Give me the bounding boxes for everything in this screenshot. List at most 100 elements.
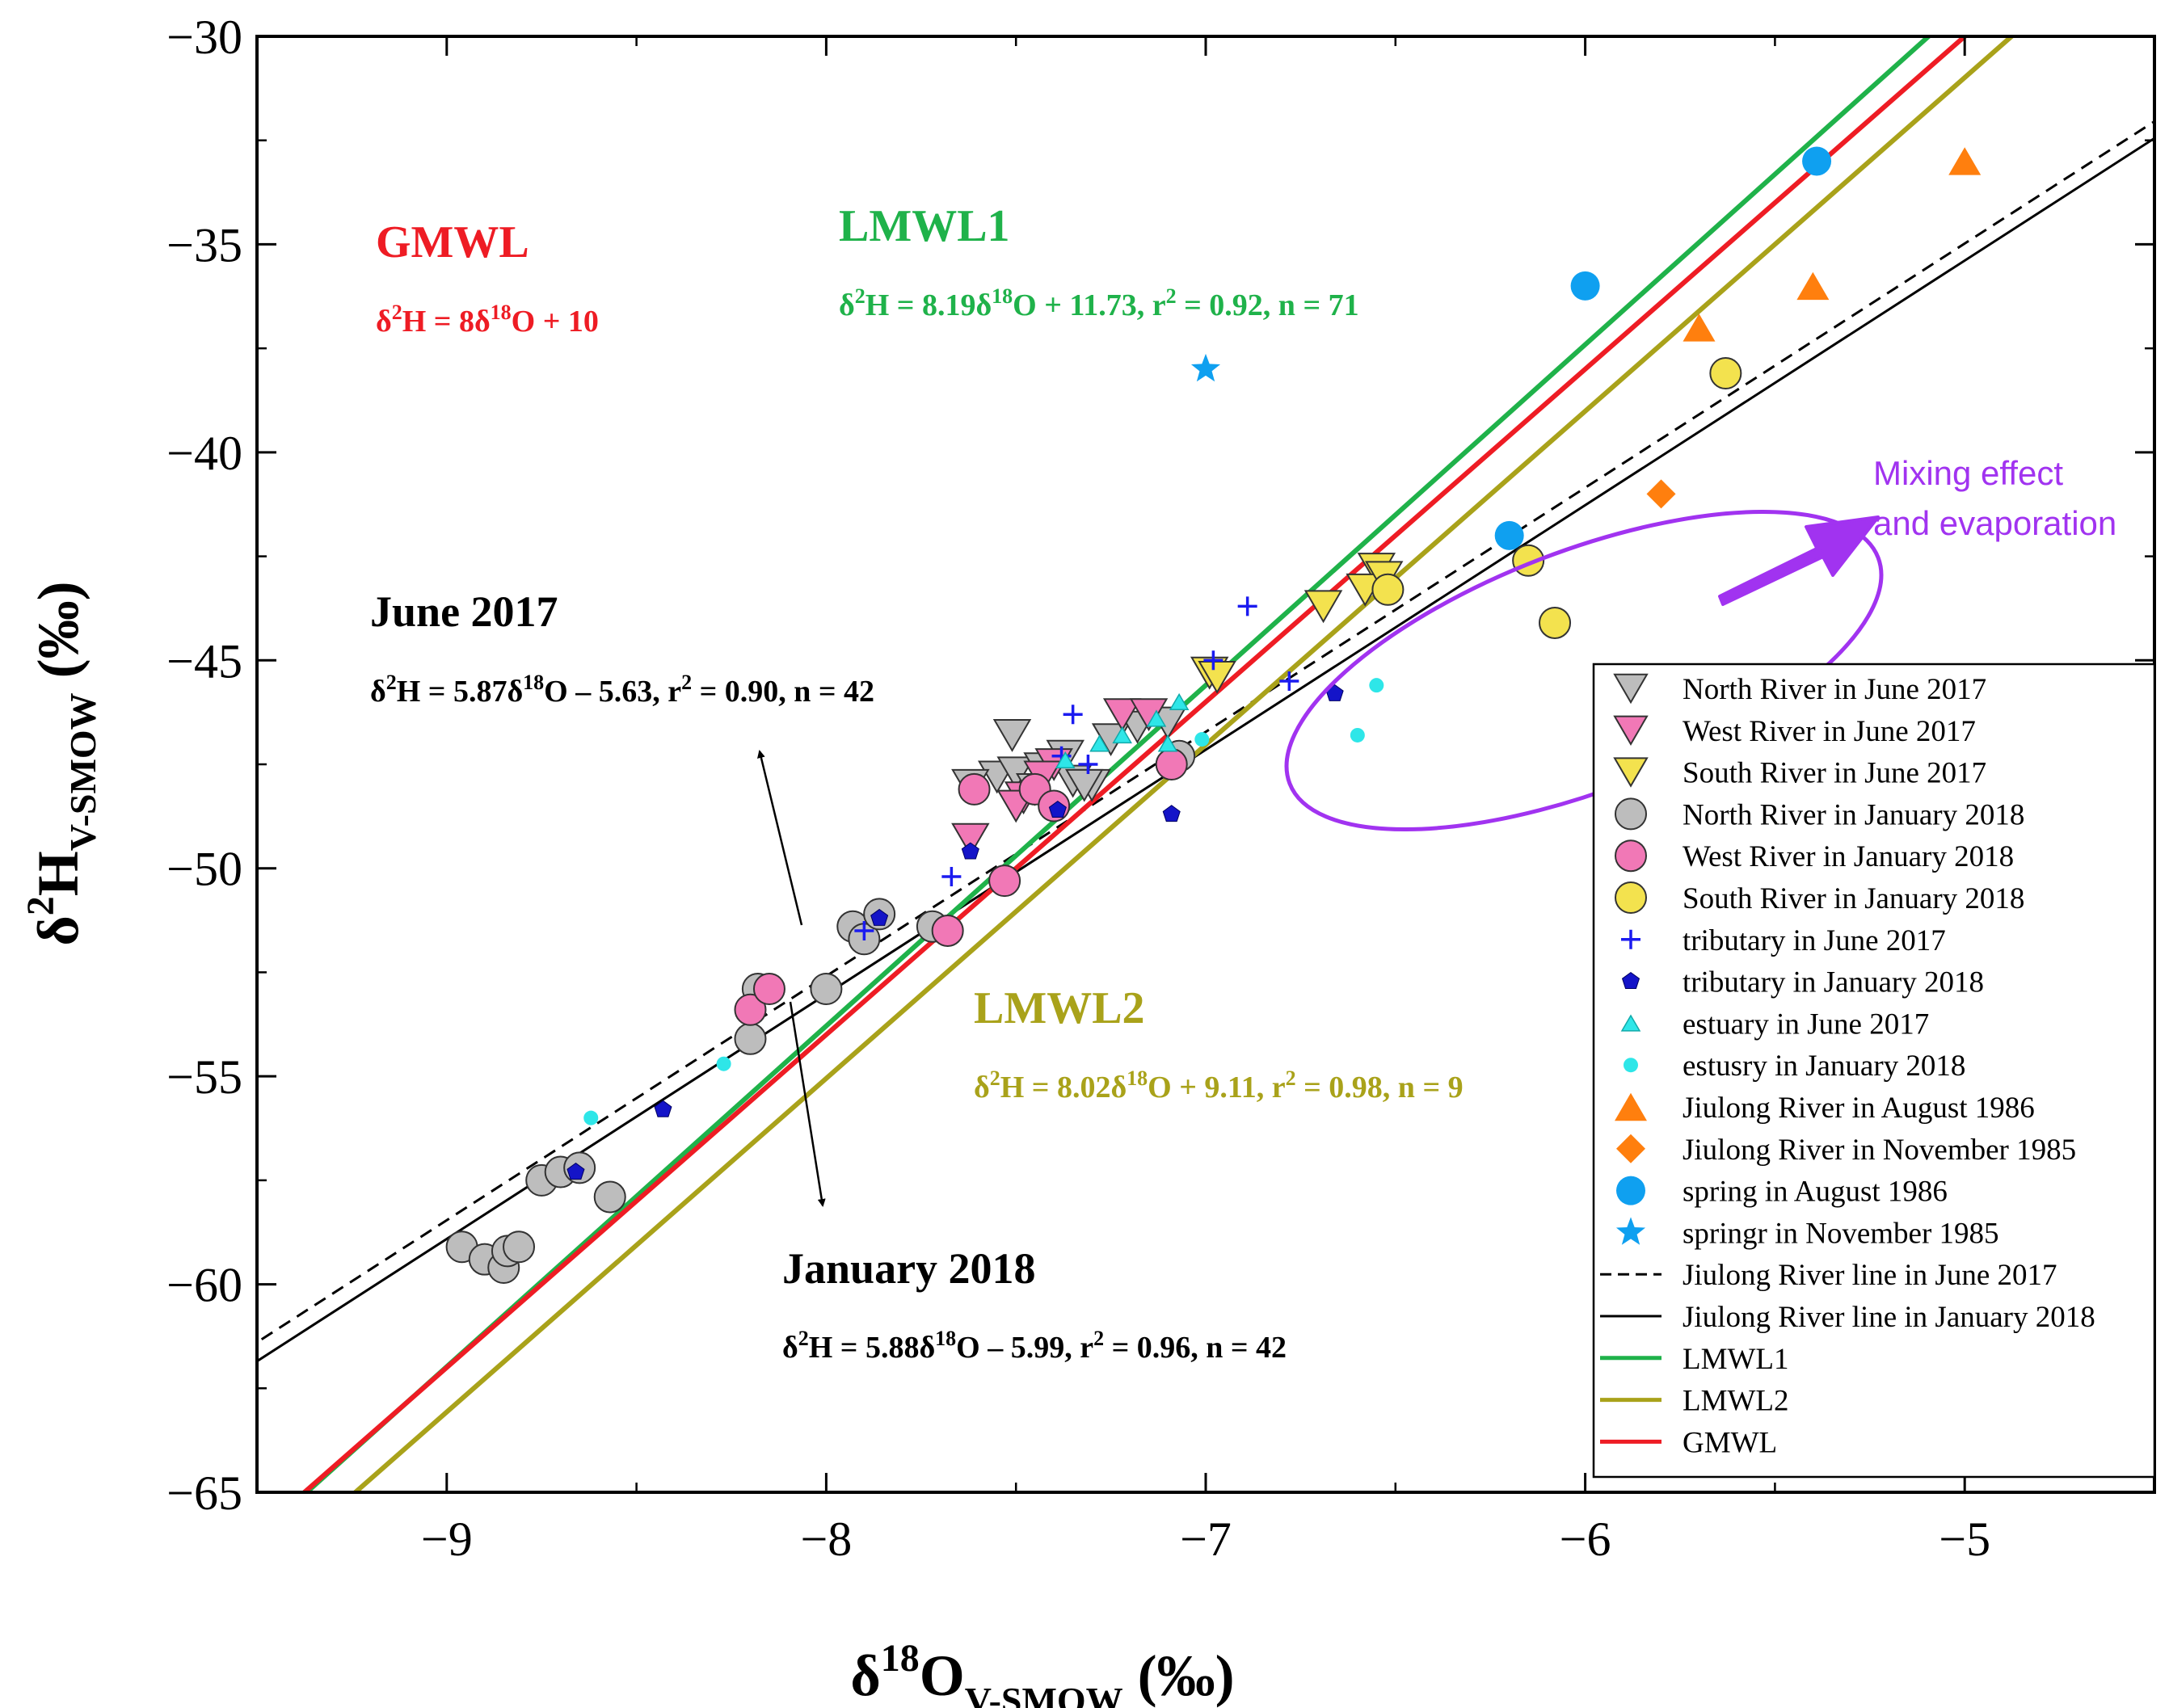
legend-label: tributary in June 2017 — [1683, 924, 1946, 957]
legend: North River in June 2017 West River in Ju… — [1592, 663, 2156, 1479]
legend-label: estusry in January 2018 — [1683, 1050, 1965, 1083]
legend-item: North River in June 2017 — [1613, 673, 1986, 706]
legend-item: Jiulong River in August 1986 — [1615, 1092, 2035, 1125]
legend-label: LMWL1 — [1683, 1343, 1789, 1376]
legend-swatch-south-river-in-june-2017 — [1613, 757, 1649, 788]
x-axis-title: δ18OV-SMOW (‰) — [850, 1637, 1234, 1708]
legend-label: tributary in January 2018 — [1683, 966, 1984, 999]
legend-swatch-estusry-in-january-2018 — [1624, 1058, 1638, 1073]
january-2018-title: January 2018 — [782, 1244, 1036, 1293]
legend-item: South River in June 2017 — [1613, 757, 1986, 790]
x-tick-label: −5 — [1939, 1512, 1990, 1566]
point-south-river-in-january-2018 — [1709, 357, 1742, 390]
legend-label: Jiulong River in August 1986 — [1683, 1092, 2035, 1125]
point-west-river-in-january-2018 — [931, 914, 964, 947]
legend-label: South River in June 2017 — [1683, 757, 1986, 790]
legend-label: Jiulong River line in January 2018 — [1683, 1301, 2095, 1334]
point-tributary-in-january-2018 — [1048, 801, 1067, 818]
point-south-river-in-january-2018 — [1539, 606, 1572, 639]
x-tick-label: −7 — [1180, 1512, 1232, 1566]
point-west-river-in-january-2018 — [752, 973, 785, 1006]
legend-label: Jiulong River in November 1985 — [1683, 1134, 2076, 1167]
lmwl2-title: LMWL2 — [974, 983, 1145, 1033]
y-tick-label: −30 — [166, 11, 242, 64]
point-tributary-in-june-2017 — [941, 867, 962, 887]
legend-item: Jiulong River in November 1985 — [1616, 1134, 2076, 1167]
point-estusry-in-january-2018 — [716, 1056, 731, 1071]
lmwl2-equation: δ2H = 8.02δ18O + 9.11, r2 = 0.98, n = 9 — [974, 1066, 1464, 1104]
point-west-river-in-january-2018 — [1155, 748, 1188, 780]
legend-swatch-spring-in-august-1986 — [1616, 1176, 1645, 1205]
legend-item: Jiulong River line in June 2017 — [1600, 1259, 2057, 1292]
june-2017-equation: δ2H = 5.87δ18O – 5.63, r2 = 0.90, n = 42 — [370, 671, 874, 709]
point-tributary-in-june-2017 — [1203, 650, 1223, 671]
legend-label: spring in August 1986 — [1683, 1176, 1948, 1209]
june-2017-title: June 2017 — [370, 587, 558, 636]
y-tick-label: −65 — [166, 1466, 242, 1520]
point-springr-in-november-1985 — [1190, 353, 1221, 382]
point-estusry-in-january-2018 — [1369, 678, 1384, 693]
legend-label: GMWL — [1683, 1426, 1777, 1459]
point-tributary-in-january-2018 — [654, 1100, 672, 1117]
legend-swatch-springr-in-november-1985 — [1615, 1217, 1646, 1245]
mixing-label-line2: and evaporation — [1873, 504, 2116, 542]
legend-swatch-west-river-in-january-2018 — [1615, 839, 1647, 873]
point-estuary-in-june-2017 — [1089, 734, 1110, 752]
legend-swatch-estuary-in-june-2017 — [1620, 1014, 1641, 1032]
point-spring-in-august-1986 — [1570, 271, 1600, 301]
legend-item: tributary in June 2017 — [1621, 924, 1946, 957]
y-tick-label: −40 — [166, 427, 242, 480]
point-north-river-in-january-2018 — [810, 973, 843, 1006]
point-tributary-in-june-2017 — [1063, 705, 1083, 725]
legend-swatch-west-river-in-june-2017 — [1613, 715, 1649, 746]
gmwl-title: GMWL — [376, 217, 529, 267]
x-tick-label: −6 — [1560, 1512, 1611, 1566]
series-jiulong-river-in-august-1986 — [1683, 147, 1982, 342]
mixing-arrow-icon — [1718, 515, 1880, 606]
y-tick-label: −45 — [166, 634, 242, 688]
series-springr-in-november-1985 — [1190, 353, 1221, 382]
gmwl-equation: δ2H = 8δ18O + 10 — [376, 301, 599, 339]
series-estusry-in-january-2018 — [583, 678, 1384, 1125]
point-tributary-in-june-2017 — [1279, 671, 1299, 692]
line-jiulong-river-line-in-january-2018 — [257, 137, 2154, 1363]
point-tributary-in-january-2018 — [1162, 805, 1181, 822]
point-north-river-in-june-2017 — [1064, 768, 1104, 802]
axis-ticks: −9 −8 −7 −6 −5 −65 −60 −55 −50 −45 −40 −35 −30 — [166, 11, 2156, 1566]
point-west-river-in-june-2017 — [1102, 698, 1142, 732]
point-tributary-in-june-2017 — [1078, 755, 1098, 774]
point-estusry-in-january-2018 — [583, 1110, 599, 1125]
point-west-river-in-january-2018 — [958, 772, 991, 806]
legend-swatch-north-river-in-june-2017 — [1613, 673, 1649, 705]
point-jiulong-river-in-august-1986 — [1796, 271, 1830, 301]
mixing-label-line1: Mixing effect — [1873, 454, 2063, 492]
legend-swatch-tributary-in-january-2018 — [1621, 971, 1640, 989]
point-spring-in-august-1986 — [1494, 520, 1524, 550]
legend-item: LMWL2 — [1600, 1385, 1789, 1418]
january-2018-equation: δ2H = 5.88δ18O – 5.99, r2 = 0.96, n = 42 — [782, 1327, 1287, 1365]
legend-item: estusry in January 2018 — [1624, 1050, 1965, 1083]
point-estuary-in-june-2017 — [1112, 726, 1132, 744]
legend-label: North River in June 2017 — [1683, 673, 1986, 706]
legend-swatch-jiulong-river-in-august-1986 — [1615, 1092, 1647, 1121]
point-tributary-in-january-2018 — [566, 1162, 585, 1180]
legend-item: LMWL1 — [1600, 1343, 1789, 1376]
legend-item: Jiulong River line in January 2018 — [1600, 1301, 2095, 1334]
point-spring-in-august-1986 — [1802, 146, 1832, 176]
y-tick-label: −50 — [166, 843, 242, 896]
lmwl1-equation: δ2H = 8.19δ18O + 11.73, r2 = 0.92, n = 7… — [839, 284, 1359, 322]
point-estuary-in-june-2017 — [1157, 734, 1178, 752]
y-tick-label: −35 — [166, 218, 242, 271]
legend-label: West River in January 2018 — [1683, 840, 2014, 873]
legend-item: South River in January 2018 — [1615, 881, 2024, 915]
june-arrow — [757, 750, 803, 926]
point-south-river-in-june-2017 — [1304, 590, 1343, 624]
legend-item: North River in January 2018 — [1615, 797, 2024, 831]
point-west-river-in-january-2018 — [734, 993, 767, 1026]
point-west-river-in-june-2017 — [951, 822, 990, 856]
series-jiulong-river-in-november-1985 — [1646, 479, 1676, 509]
y-tick-label: −60 — [166, 1259, 242, 1312]
legend-item: West River in January 2018 — [1615, 839, 2014, 873]
series-tributary-in-june-2017 — [854, 596, 1299, 940]
